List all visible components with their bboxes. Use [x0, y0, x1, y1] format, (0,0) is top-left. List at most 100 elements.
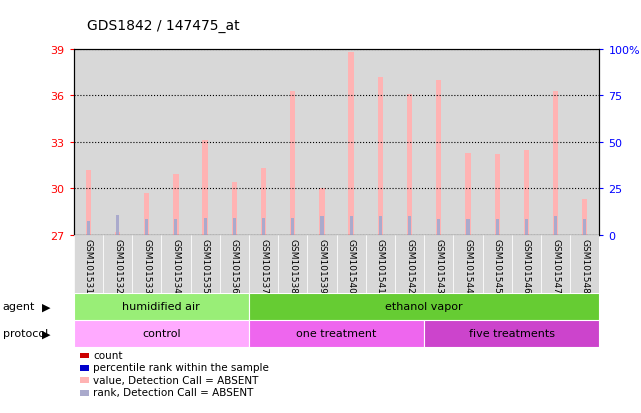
Text: percentile rank within the sample: percentile rank within the sample [93, 363, 269, 373]
Text: GSM101536: GSM101536 [230, 238, 239, 293]
Bar [512, 50, 541, 235]
Bar [249, 235, 278, 293]
Bar [467, 220, 469, 235]
Text: GSM101533: GSM101533 [142, 238, 151, 293]
Bar [290, 91, 296, 235]
Bar [233, 218, 236, 235]
Text: count: count [93, 350, 122, 360]
Bar [453, 235, 483, 293]
Bar [570, 50, 599, 235]
Bar [162, 235, 190, 293]
Bar [190, 235, 220, 293]
Bar [437, 220, 440, 235]
Bar [74, 293, 249, 320]
Bar [583, 220, 587, 235]
Bar [337, 235, 366, 293]
Bar [320, 217, 324, 235]
Bar [512, 235, 541, 293]
Text: GSM101545: GSM101545 [493, 238, 502, 293]
Bar [319, 189, 324, 235]
Bar [220, 235, 249, 293]
Bar [103, 50, 132, 235]
Bar [582, 200, 587, 235]
Bar [249, 293, 599, 320]
Bar [173, 175, 179, 235]
Text: GSM101539: GSM101539 [317, 238, 326, 293]
Bar [366, 235, 395, 293]
Bar [525, 220, 528, 235]
Text: GSM101535: GSM101535 [201, 238, 210, 293]
Bar [570, 235, 599, 293]
Bar [190, 50, 220, 235]
Bar [494, 155, 500, 235]
Bar [483, 235, 512, 293]
Bar [261, 169, 266, 235]
Bar [349, 53, 354, 235]
Bar [453, 50, 483, 235]
Bar [307, 50, 337, 235]
Text: GDS1842 / 147475_at: GDS1842 / 147475_at [87, 19, 239, 33]
Bar [436, 81, 442, 235]
Bar [349, 217, 353, 235]
Bar [366, 50, 395, 235]
Text: GSM101542: GSM101542 [405, 238, 414, 293]
Bar [132, 50, 162, 235]
Bar [162, 50, 190, 235]
Text: ▶: ▶ [42, 328, 50, 339]
Text: GSM101546: GSM101546 [522, 238, 531, 293]
Bar [204, 218, 206, 235]
Text: humidified air: humidified air [122, 301, 200, 312]
Text: GSM101532: GSM101532 [113, 238, 122, 293]
Text: GSM101543: GSM101543 [434, 238, 443, 293]
Text: GSM101548: GSM101548 [580, 238, 589, 293]
Bar [483, 50, 512, 235]
Bar [249, 320, 424, 347]
Bar [554, 217, 557, 235]
Bar [278, 50, 307, 235]
Bar [145, 220, 148, 235]
Text: GSM101541: GSM101541 [376, 238, 385, 293]
Text: protocol: protocol [3, 328, 48, 339]
Bar [220, 50, 249, 235]
Text: GSM101547: GSM101547 [551, 238, 560, 293]
Bar [203, 141, 208, 235]
Bar [74, 235, 103, 293]
Text: GSM101540: GSM101540 [347, 238, 356, 293]
Bar [144, 194, 149, 235]
Bar [262, 218, 265, 235]
Text: GSM101534: GSM101534 [171, 238, 180, 293]
Bar [86, 170, 91, 235]
Bar [541, 235, 570, 293]
Bar [307, 235, 337, 293]
Text: value, Detection Call = ABSENT: value, Detection Call = ABSENT [93, 375, 258, 385]
Bar [337, 50, 366, 235]
Bar [465, 153, 470, 235]
Text: five treatments: five treatments [469, 328, 554, 339]
Bar [408, 217, 411, 235]
Bar [103, 235, 132, 293]
Bar [291, 218, 294, 235]
Bar [116, 215, 119, 235]
Text: GSM101537: GSM101537 [259, 238, 268, 293]
Text: agent: agent [3, 301, 35, 312]
Text: ethanol vapor: ethanol vapor [385, 301, 463, 312]
Bar [132, 235, 162, 293]
Text: ▶: ▶ [42, 301, 50, 312]
Bar [524, 150, 529, 235]
Bar [407, 95, 412, 235]
Bar [495, 220, 499, 235]
Bar [395, 235, 424, 293]
Bar [424, 320, 599, 347]
Bar [74, 320, 249, 347]
Text: GSM101538: GSM101538 [288, 238, 297, 293]
Bar [424, 235, 453, 293]
Bar [379, 217, 382, 235]
Bar [378, 77, 383, 235]
Text: GSM101544: GSM101544 [463, 238, 472, 293]
Text: GSM101531: GSM101531 [84, 238, 93, 293]
Bar [74, 50, 103, 235]
Bar [87, 221, 90, 235]
Bar [541, 50, 570, 235]
Bar [424, 50, 453, 235]
Bar [395, 50, 424, 235]
